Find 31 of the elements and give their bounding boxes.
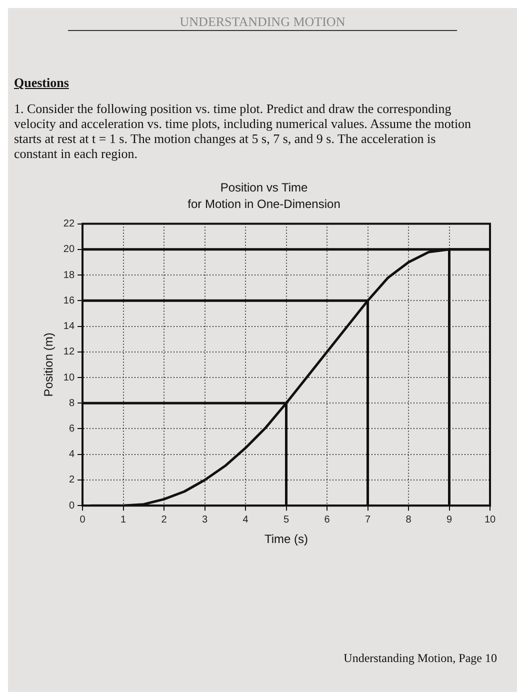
y-tick-label: 4 [68,449,75,460]
x-tick-label: 7 [364,514,371,526]
x-tick-label: 5 [283,514,290,526]
x-tick-label: 9 [446,514,452,526]
x-tick-label: 2 [161,514,168,526]
x-tick-label: 10 [484,514,496,526]
x-axis-title: Time (s) [264,532,308,546]
y-axis-title: Position (m) [42,332,56,397]
x-tick-label: 4 [242,514,249,526]
x-tick-label: 3 [202,514,208,526]
chart-subtitle: for Motion in One-Dimension [188,196,340,211]
y-tick-label: 16 [63,295,75,306]
x-tick-label: 0 [80,514,86,526]
y-tick-label: 0 [68,500,75,512]
y-tick-label: 12 [63,346,75,358]
x-tick-label: 8 [406,514,412,526]
x-tick-label: 6 [324,514,330,526]
y-tick-label: 2 [68,474,75,486]
text: Understanding Motion, Page 10 [342,651,497,666]
text: UNDERSTANDING MOTION [68,8,457,31]
y-tick-label: 18 [63,270,75,281]
y-tick-label: 22 [63,218,75,230]
chart-title: Position vs Time [220,180,308,195]
x-tick-label: 1 [120,514,126,526]
y-tick-label: 20 [63,244,75,256]
y-tick-label: 6 [68,423,75,434]
y-tick-label: 10 [63,372,75,384]
text: Questions [14,75,70,91]
y-tick-label: 14 [63,321,75,332]
y-tick-label: 8 [68,398,75,409]
text: 1. Consider the following position vs. time plot. Predict and draw the corresponding velocity and acceleration vs. time plots, including numerical values. Assume the motion starts at rest at t = 1 s. The motion changes at 5 s, 7 s, and 9 s. The acceleration is constant in each region. [14,101,472,161]
